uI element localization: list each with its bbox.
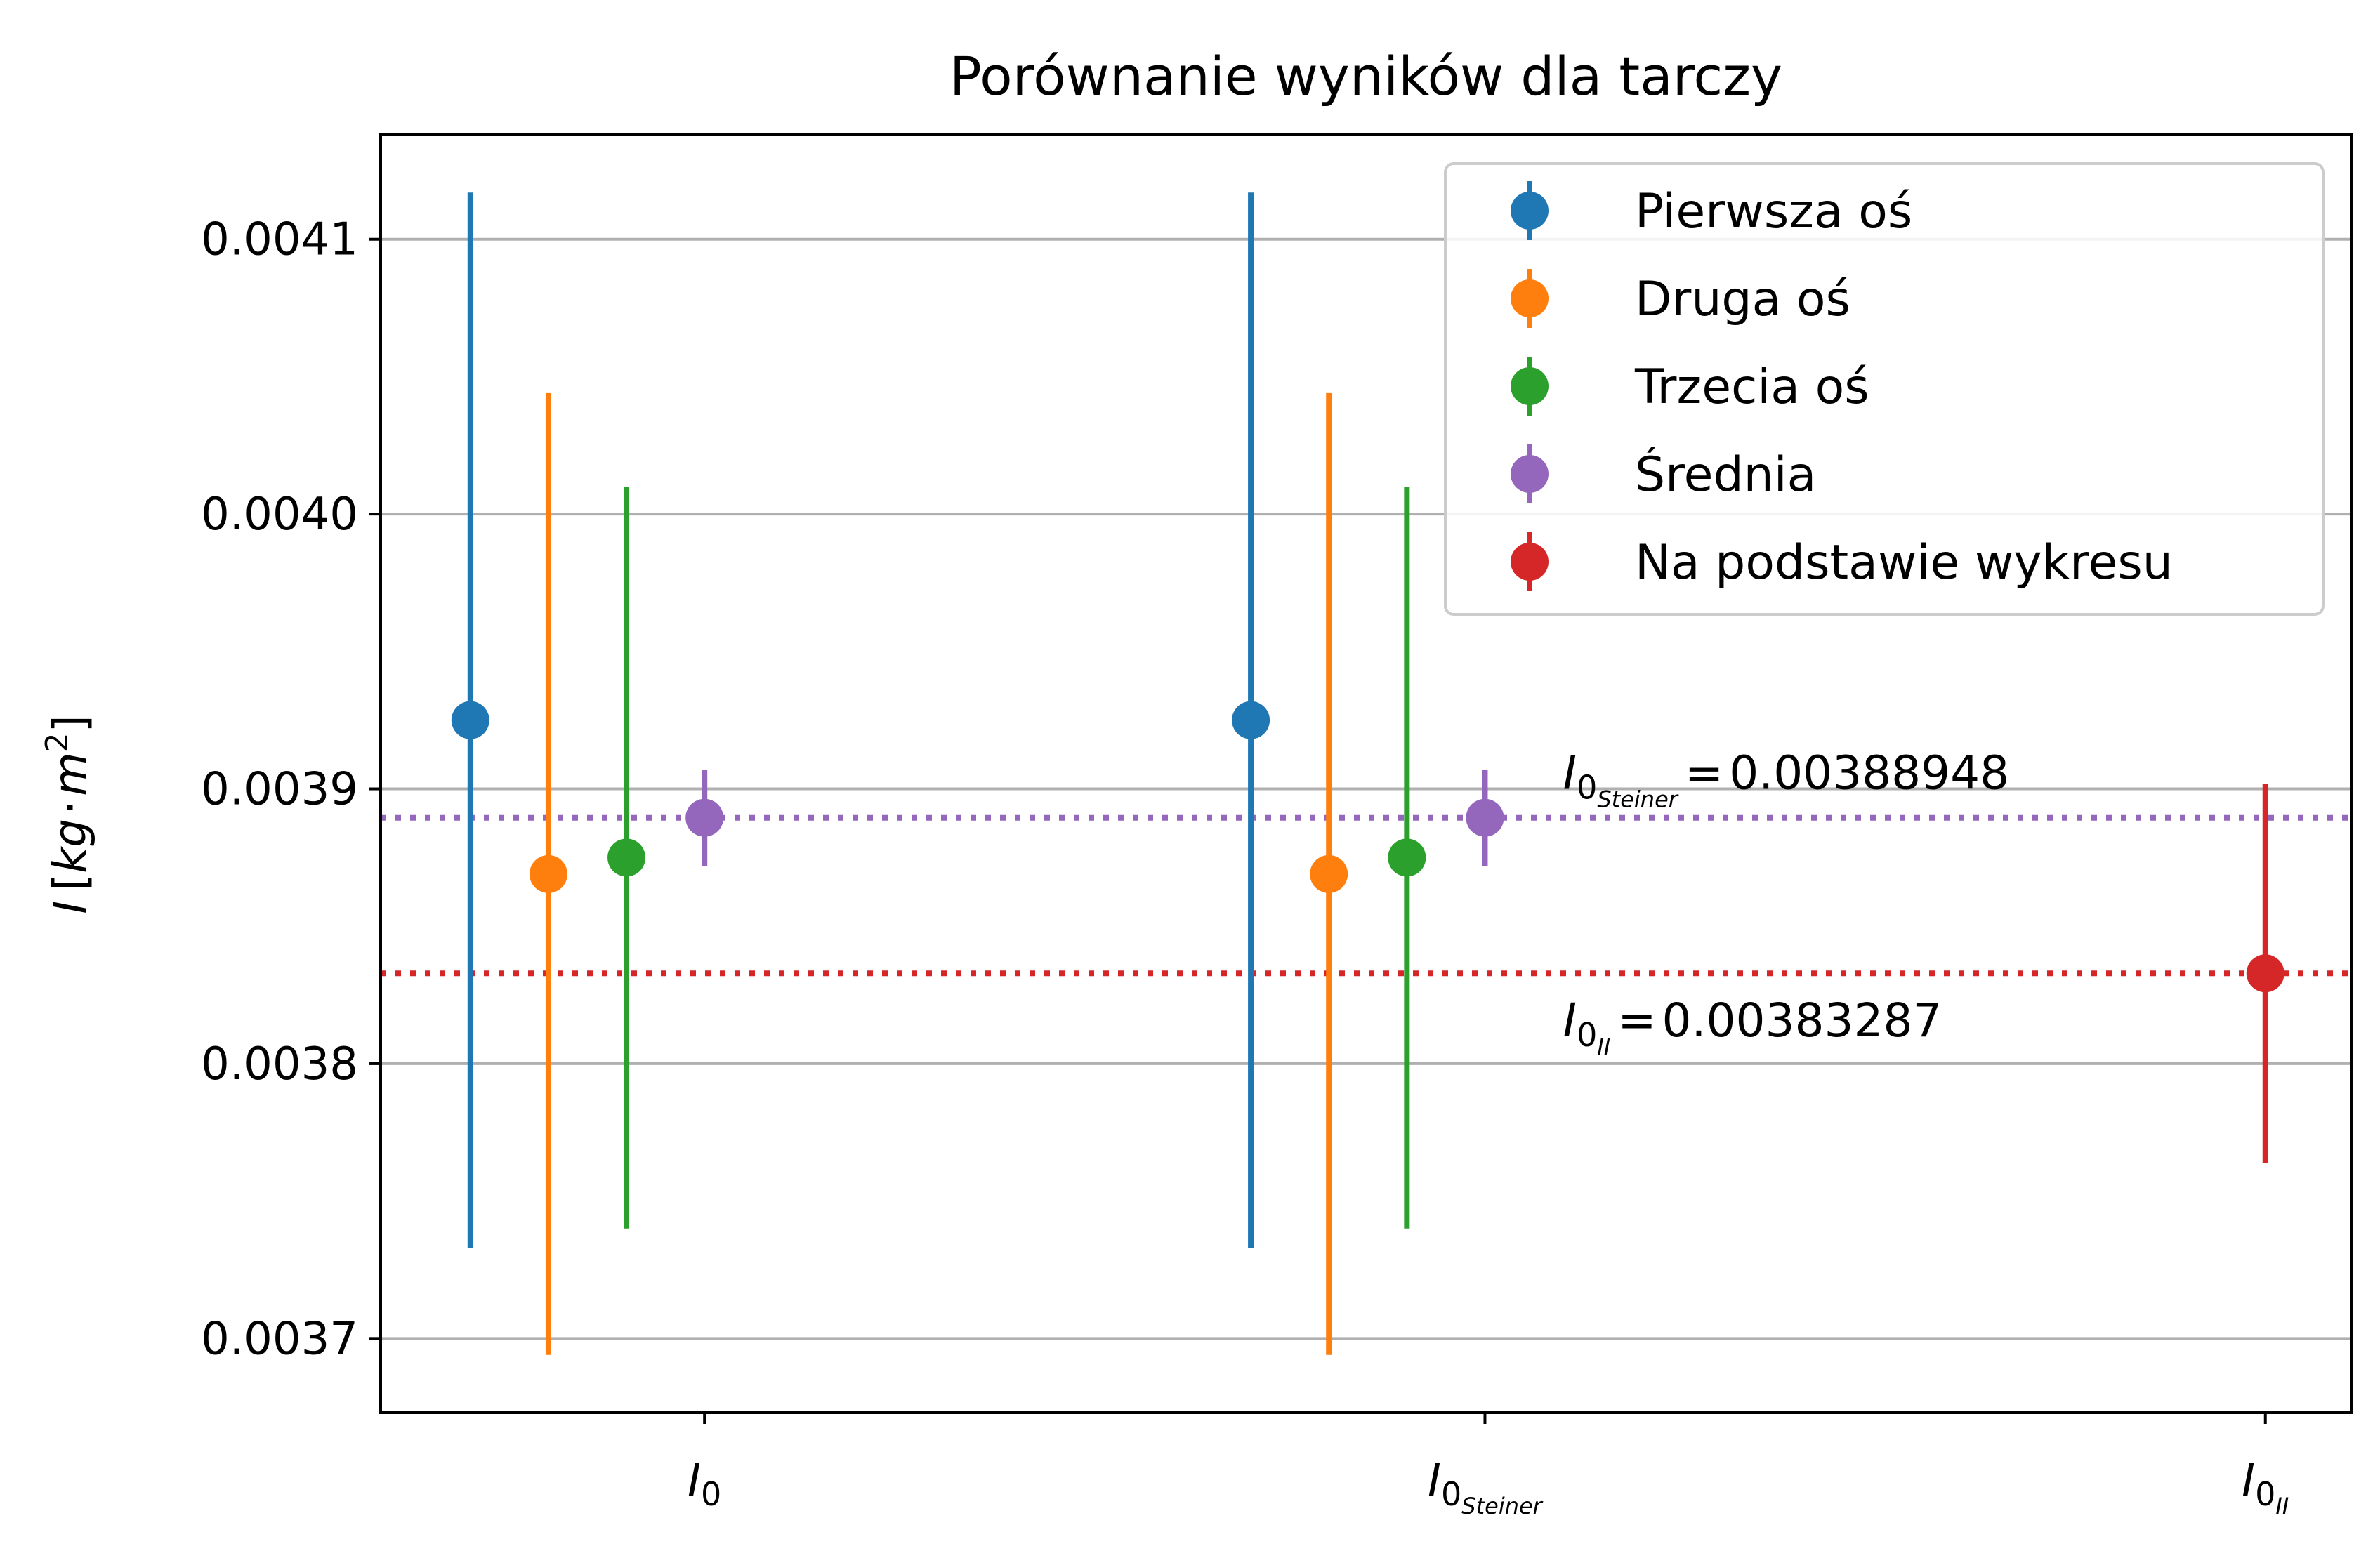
x-tick-label: I0	[688, 1455, 721, 1513]
y-axis-label-symbol: I	[45, 901, 97, 914]
legend: Pierwsza oś Druga oś Trzecia oś Średnia Na p…	[1444, 162, 2325, 616]
data-point	[685, 798, 724, 837]
legend-item: Trzecia oś	[1511, 357, 1869, 416]
legend-box	[1444, 162, 2325, 616]
data-point	[2246, 954, 2284, 993]
data-point	[1232, 701, 1270, 739]
data-point	[1466, 798, 1504, 837]
legend-label: Pierwsza oś	[1635, 184, 1912, 239]
y-tick-label: 0.0039	[201, 764, 358, 816]
y-axis-label-dot: ·	[45, 800, 97, 814]
series	[607, 486, 1426, 1229]
series	[451, 192, 1270, 1248]
y-axis-label-bracket-open: [	[45, 873, 97, 891]
legend-item: Pierwsza oś	[1511, 181, 1912, 240]
legend-label: Trzecia oś	[1634, 359, 1869, 415]
series	[685, 770, 1504, 866]
legend-marker	[1511, 279, 1549, 317]
data-point	[1310, 854, 1348, 893]
x-tick-label: I0II	[2242, 1455, 2289, 1519]
series	[2246, 784, 2284, 1163]
legend-marker	[1511, 455, 1549, 493]
y-tick-label: 0.0040	[201, 489, 358, 541]
annotation-text: I0Steiner = 0.00388948	[1563, 746, 2010, 813]
legend-item: Średnia	[1511, 444, 1816, 503]
legend-marker	[1511, 192, 1549, 230]
y-tick-label: 0.0041	[201, 214, 358, 266]
y-tick-label: 0.0037	[201, 1313, 358, 1365]
legend-marker	[1511, 543, 1549, 581]
series	[529, 392, 1348, 1355]
x-tick-label: I0Steiner	[1428, 1455, 1544, 1519]
x-axis-ticks: I0 I0Steiner I0II	[688, 1413, 2289, 1519]
legend-label: Średnia	[1635, 447, 1816, 503]
y-tick-label: 0.0038	[201, 1038, 358, 1090]
y-axis-label-kg: kg	[45, 819, 97, 873]
legend-marker	[1511, 367, 1549, 405]
data-point	[529, 854, 567, 893]
annotations: I0Steiner = 0.00388948 I0II = 0.00383287	[1563, 746, 2010, 1060]
data-point	[1388, 838, 1426, 877]
chart-title: Porównanie wyników dla tarczy	[949, 45, 1782, 107]
y-axis-ticks: 0.0037 0.0038 0.0039 0.0040 0.0041	[201, 214, 381, 1365]
y-axis-label-exponent: 2	[39, 732, 75, 752]
legend-label: Na podstawie wykresu	[1635, 535, 2173, 590]
plot-frame	[379, 133, 2353, 1414]
legend-item: Na podstawie wykresu	[1511, 532, 2173, 591]
y-axis-label-bracket-close: ]	[45, 715, 97, 732]
legend-items: Pierwsza oś Druga oś Trzecia oś Średnia Na p…	[1511, 181, 2173, 591]
data-point	[607, 838, 646, 877]
y-axis-label: I [kg · m2]	[39, 715, 97, 913]
y-axis-label-m: m	[45, 752, 97, 796]
legend-item: Druga oś	[1511, 269, 1850, 328]
annotation-text: I0II = 0.00383287	[1563, 994, 1942, 1060]
data-point	[451, 701, 489, 739]
grid-lines	[381, 237, 2351, 1340]
data-series	[451, 192, 2284, 1355]
legend-label: Druga oś	[1635, 272, 1850, 327]
